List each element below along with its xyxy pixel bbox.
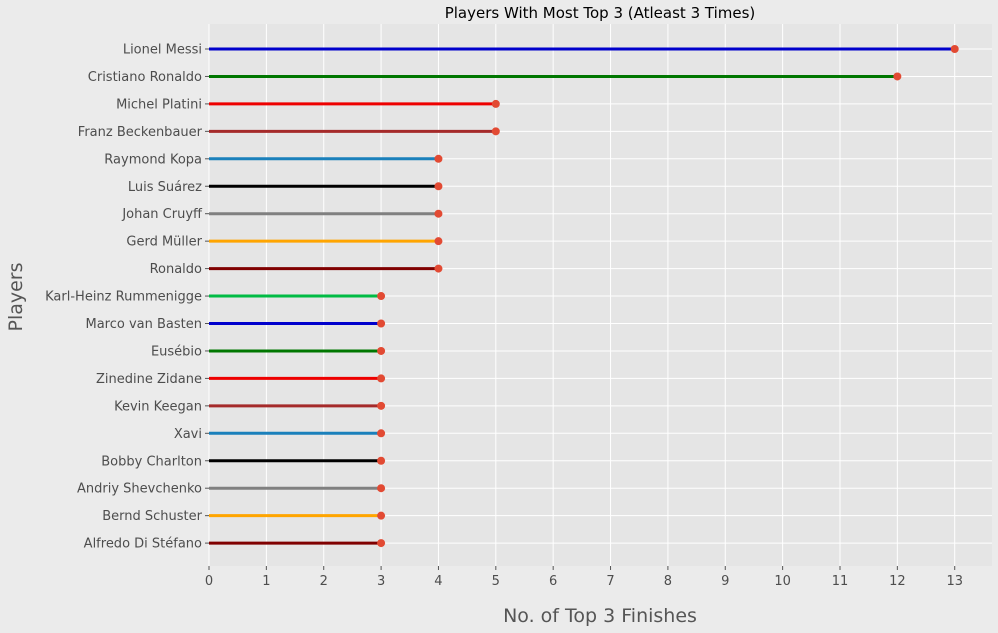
x-tick-label: 11 [832, 574, 849, 589]
lollipop-marker [434, 154, 443, 163]
y-tick-label: Marco van Basten [86, 317, 203, 332]
x-tick-label: 2 [320, 574, 328, 589]
y-tick-label: Zinedine Zidane [96, 372, 202, 387]
y-tick-label: Bobby Charlton [101, 454, 202, 469]
y-tick-label: Karl-Heinz Rummenigge [45, 290, 202, 305]
x-tick-label: 12 [889, 574, 906, 589]
x-tick-label: 7 [606, 574, 614, 589]
y-tick-labels: Lionel Messi Cristiano Ronaldo Michel Plat… [45, 43, 209, 552]
lollipop-marker [377, 346, 386, 355]
y-tick-label: Xavi [174, 427, 202, 442]
x-tick-label: 1 [262, 574, 270, 589]
lollipop-marker [434, 264, 443, 273]
y-tick-label: Gerd Müller [126, 235, 202, 250]
lollipop-marker [377, 484, 386, 493]
lollipop-marker [950, 45, 959, 53]
lollipop-marker [434, 237, 443, 246]
lollipop-marker [377, 456, 386, 465]
x-tick-label: 6 [549, 574, 557, 589]
lollipop-marker [377, 429, 386, 438]
x-tick-label: 0 [205, 574, 213, 589]
y-tick-label: Alfredo Di Stéfano [84, 537, 202, 552]
x-tick-label: 5 [492, 574, 500, 589]
lollipop-marker [434, 209, 443, 218]
x-tick-labels: 0 1 2 3 4 5 6 7 8 9 10 11 12 13 [205, 566, 963, 589]
x-tick-label: 4 [434, 574, 442, 589]
lollipop-marker [377, 319, 386, 328]
y-tick-label: Eusébio [151, 344, 202, 359]
y-axis-label: Players [5, 262, 27, 331]
y-tick-label: Kevin Keegan [114, 399, 202, 414]
lollipop-marker [491, 99, 500, 108]
lollipop-markers [377, 45, 959, 548]
lollipop-marker [893, 72, 902, 81]
y-tick-label: Raymond Kopa [104, 152, 202, 167]
lollipop-marker [377, 374, 386, 383]
x-tick-label: 8 [664, 574, 672, 589]
x-tick-label: 10 [774, 574, 791, 589]
lollipop-marker [377, 511, 386, 520]
lollipop-marker [377, 292, 386, 301]
x-axis-label: No. of Top 3 Finishes [503, 605, 697, 627]
y-tick-label: Andriy Shevchenko [77, 482, 202, 497]
lollipop-marker [491, 127, 500, 136]
y-tick-label: Lionel Messi [123, 43, 202, 58]
x-tick-label: 3 [377, 574, 385, 589]
y-tick-label: Cristiano Ronaldo [88, 70, 202, 85]
y-tick-label: Luis Suárez [128, 180, 202, 195]
lollipop-stems [209, 47, 955, 545]
chart-title: Players With Most Top 3 (Atleast 3 Times… [445, 4, 756, 22]
y-tick-label: Johan Cruyff [121, 207, 203, 222]
x-tick-label: 9 [721, 574, 729, 589]
x-tick-label: 13 [946, 574, 963, 589]
lollipop-marker [377, 539, 386, 548]
y-tick-label: Michel Platini [116, 97, 202, 112]
lollipop-marker [434, 182, 443, 191]
y-tick-label: Ronaldo [150, 262, 202, 277]
y-tick-label: Bernd Schuster [102, 509, 202, 524]
lollipop-marker [377, 401, 386, 410]
y-tick-label: Franz Beckenbauer [78, 125, 203, 140]
